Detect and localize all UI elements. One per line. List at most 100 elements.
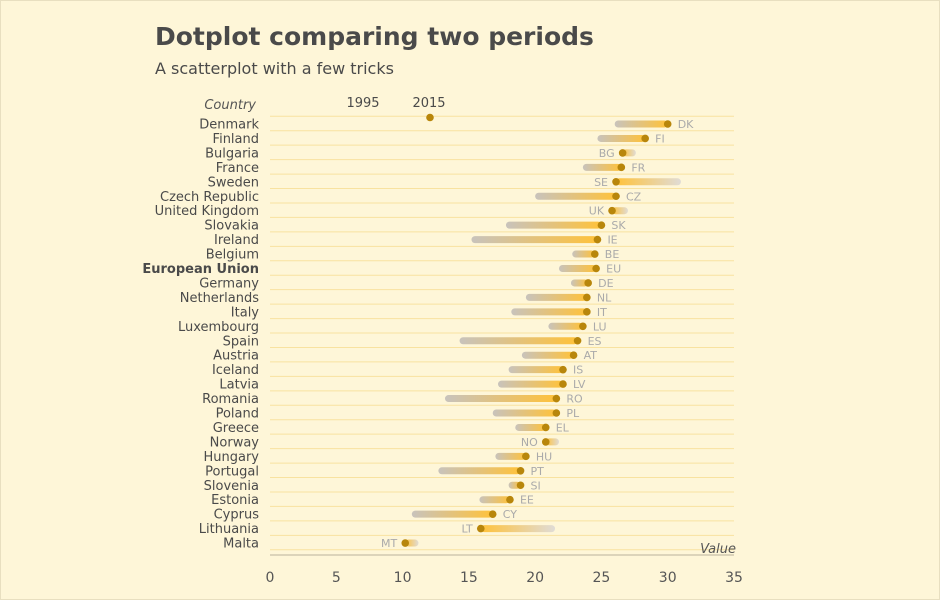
value-dot-2015 [612, 192, 620, 201]
range-bar [614, 120, 668, 128]
value-dot-2015 [569, 351, 578, 360]
country-code-label: SK [611, 219, 626, 232]
range-bar [582, 163, 622, 171]
country-code-label: EU [606, 263, 621, 276]
x-tick-label: 0 [266, 570, 275, 586]
country-label: Czech Republic [160, 190, 259, 205]
range-bar [459, 337, 578, 345]
range-bar [505, 221, 602, 229]
range-bar [616, 178, 681, 186]
country-code-label: DK [678, 118, 694, 131]
country-label: Malta [223, 537, 259, 552]
country-code-label: CY [503, 508, 517, 521]
country-code-label: IT [597, 306, 607, 319]
legend-label-1995: 1995 [346, 96, 379, 111]
value-dot-2015 [593, 235, 602, 244]
country-label: Austria [213, 349, 259, 364]
country-code-label: DE [598, 277, 613, 290]
country-code-label: BG [599, 147, 615, 160]
country-label: Finland [213, 132, 259, 147]
value-dot-2015 [506, 495, 514, 504]
range-bar [411, 510, 493, 518]
x-tick-label: 30 [659, 570, 677, 586]
range-bar [498, 380, 563, 388]
country-label: Hungary [203, 450, 259, 465]
country-label: Italy [231, 305, 260, 320]
country-label: United Kingdom [155, 204, 259, 219]
range-bar [444, 395, 557, 403]
value-dot-2015 [583, 308, 591, 316]
value-dot-2015 [579, 322, 587, 331]
value-dot-2015 [597, 221, 606, 229]
range-bar [570, 279, 589, 287]
country-code-label: LV [573, 378, 586, 391]
value-dot-2015 [612, 178, 620, 186]
legend-label-2015: 2015 [412, 96, 445, 111]
country-label: Slovenia [204, 479, 259, 494]
country-code-label: AT [584, 349, 598, 362]
country-label: Bulgaria [205, 146, 259, 161]
y-axis-title: Country [204, 98, 256, 113]
country-code-label: LT [461, 523, 473, 536]
country-label: Portugal [205, 464, 259, 479]
country-label: Netherlands [180, 291, 259, 306]
value-dot-2015 [488, 510, 497, 518]
country-label: Cyprus [214, 508, 260, 523]
range-bar [508, 366, 563, 374]
value-dot-2015 [583, 293, 591, 302]
country-label: France [216, 161, 259, 176]
range-bar [597, 134, 646, 142]
country-label: Iceland [212, 363, 259, 378]
country-code-label: FI [655, 132, 665, 145]
value-dot-2015 [559, 365, 567, 374]
value-dot-2015 [618, 149, 627, 157]
country-code-label: EL [556, 421, 570, 434]
range-bar [492, 409, 557, 417]
country-code-label: IS [573, 364, 583, 377]
country-code-label: UK [589, 205, 605, 218]
chart-title: Dotplot comparing two periods [155, 22, 594, 51]
country-label: Slovakia [204, 219, 259, 234]
country-label: Poland [216, 407, 259, 422]
chart-subtitle: A scatterplot with a few tricks [155, 59, 394, 78]
value-dot-2015 [617, 163, 626, 172]
country-code-label: MT [381, 537, 397, 550]
value-dot-2015 [584, 279, 592, 287]
country-code-label: NL [597, 291, 612, 304]
country-code-label: CZ [626, 190, 642, 203]
value-dot-2015 [541, 423, 550, 432]
value-dot-2015 [608, 206, 616, 215]
value-dot-2015 [476, 524, 485, 533]
x-tick-label: 10 [394, 570, 412, 586]
range-bar [525, 293, 587, 301]
country-label: Spain [223, 334, 259, 349]
range-bar [612, 207, 628, 215]
range-bar [495, 452, 526, 460]
value-dot-2015 [522, 452, 530, 461]
country-label: Luxembourg [178, 320, 259, 335]
legend: 1995 2015 [346, 96, 446, 122]
country-code-label: NO [521, 436, 538, 449]
range-bar [438, 467, 521, 475]
value-dot-2015 [641, 134, 649, 143]
range-bar [471, 236, 598, 244]
country-label: Greece [213, 421, 259, 436]
x-tick-label: 15 [460, 570, 478, 586]
legend-dot [426, 113, 434, 122]
country-label: Estonia [211, 493, 259, 508]
country-label: Ireland [214, 233, 259, 248]
range-bar [515, 423, 546, 431]
value-dot-2015 [552, 394, 561, 403]
x-tick-label: 5 [332, 570, 341, 586]
country-code-label: ES [588, 335, 602, 348]
x-tick-label: 35 [725, 570, 743, 586]
country-code-label: EE [520, 494, 534, 507]
country-code-label: PT [531, 465, 545, 478]
country-label: Sweden [208, 175, 259, 190]
value-dot-2015 [516, 481, 525, 490]
country-label: European Union [142, 262, 259, 277]
country-code-label: PL [566, 407, 580, 420]
range-bar [535, 192, 617, 200]
country-code-label: FR [631, 161, 645, 174]
